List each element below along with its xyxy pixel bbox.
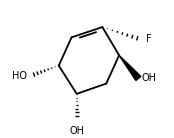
Text: HO: HO: [12, 71, 27, 81]
Text: F: F: [146, 34, 152, 44]
Text: OH: OH: [69, 126, 84, 136]
Text: OH: OH: [142, 73, 157, 83]
Polygon shape: [119, 55, 141, 80]
